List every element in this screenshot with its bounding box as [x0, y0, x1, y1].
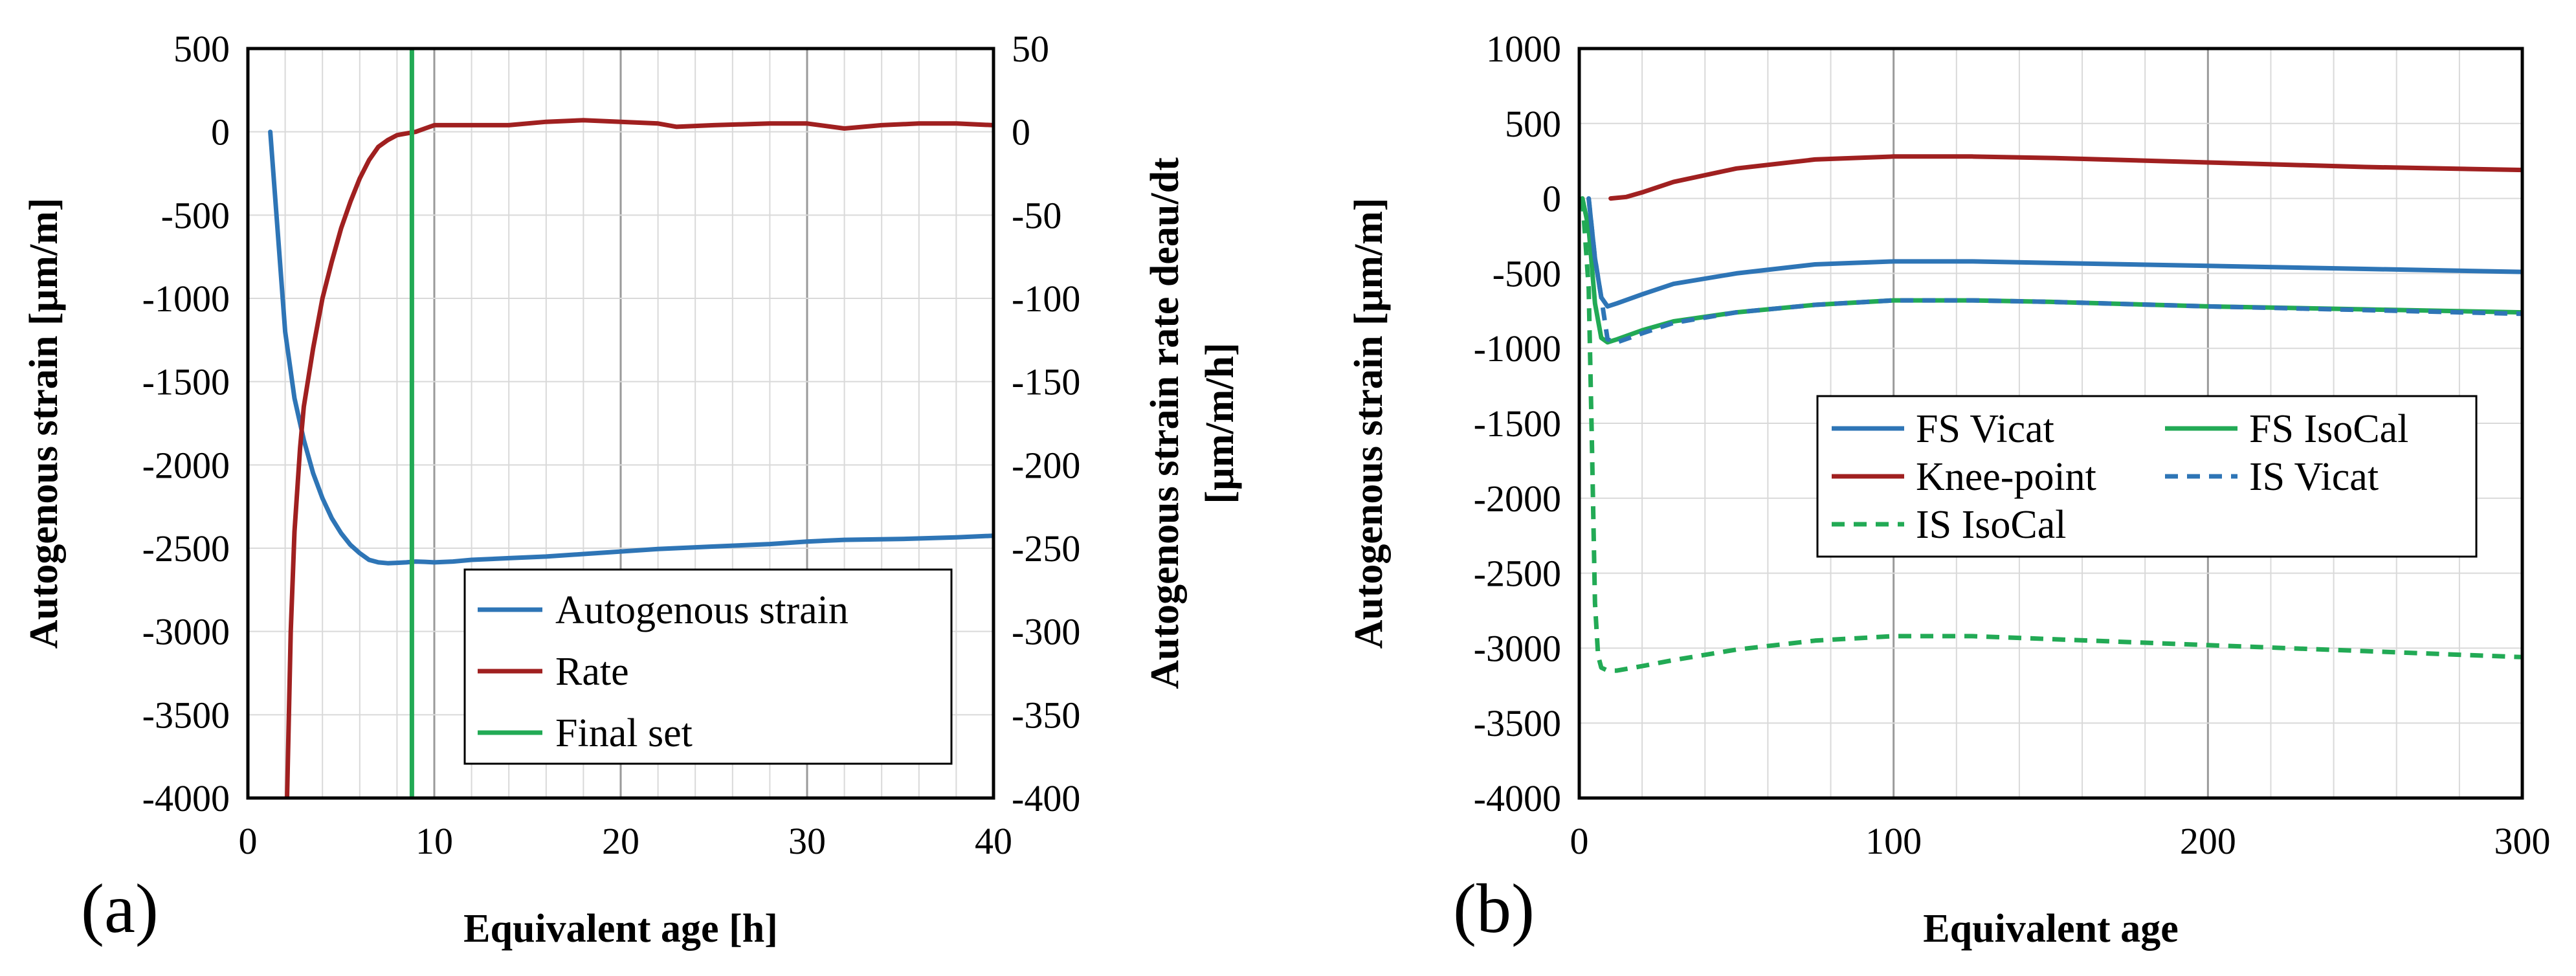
panel-b-legend-entry: FS Vicat — [1916, 407, 2054, 451]
panel-b-y-axis-title: Autogenous strain [µm/m] — [1347, 197, 1391, 649]
panel-a-legend-entry: Rate — [555, 650, 629, 694]
panel-b-left-tick-label: -2000 — [1474, 478, 1561, 520]
panel-a-left-tick-label: -3500 — [142, 694, 230, 736]
panel-a-legend-entry: Final set — [555, 711, 693, 755]
panel-a-y2-axis-unit: [µm/m/h] — [1198, 342, 1242, 504]
panel-b-left-tick-label: -3500 — [1474, 702, 1561, 744]
panel-a-left-tick-label: -1000 — [142, 278, 230, 320]
panel-b-series-is-vicat — [1586, 198, 2522, 345]
panel-a-legend-entry: Autogenous strain — [555, 588, 849, 632]
panel-b-legend-box — [1816, 395, 2478, 558]
panel-b-left-tick-label: 0 — [1542, 178, 1561, 220]
panel-a-left-tick-label: -3000 — [142, 611, 230, 653]
panel-b-left-tick-label: -500 — [1493, 252, 1561, 294]
panel-b-tick-labels: 0 100 200 300 1000 500 0 -500 -1000 -1500 -2000 -25… — [1474, 28, 2551, 862]
panel-a-right-tick-label: 50 — [1012, 28, 1049, 70]
panel-b-left-tick-label: -1500 — [1474, 403, 1561, 445]
panel-a-tick-labels: 0 10 20 30 405000-500-1000-1500-2000-2500-30… — [142, 28, 1081, 862]
panel-b-legend-entry: IS Vicat — [2249, 455, 2379, 499]
panel-b-left-tick-label: 1000 — [1486, 28, 1561, 70]
panel-a-y2-axis-title: Autogenous strain rate deau/dt — [1143, 157, 1187, 689]
panel-a-legend: Autogenous strain Rate Final set — [463, 568, 953, 765]
panel-b-frame — [1577, 47, 2524, 800]
panel-b-left-tick-label: -1000 — [1474, 327, 1561, 370]
panel-a-right-tick-label: -50 — [1012, 194, 1061, 236]
panel-b-series-knee-point — [1608, 154, 2522, 201]
panel-a-bottom-tick-label: 10 — [416, 820, 453, 862]
panel-a-bottom-tick-label: 20 — [602, 820, 639, 862]
panel-b-label: (b) — [1453, 871, 1535, 948]
panel-a-left-tick-label: -2000 — [142, 444, 230, 486]
panel-a-right-tick-label: -150 — [1012, 361, 1080, 403]
panel-b-legend-entry: IS IsoCal — [1916, 503, 2067, 547]
panel-a-bottom-tick-label: 0 — [239, 820, 258, 862]
panel-b-series — [1580, 154, 2522, 673]
panel-b-legend-entry: Knee-point — [1916, 455, 2096, 499]
panel-a-bottom-tick-label: 30 — [788, 820, 826, 862]
panel-a-right-tick-label: -200 — [1012, 444, 1080, 486]
panel-a-right-tick-label: 0 — [1012, 111, 1030, 153]
panel-a-right-tick-label: -300 — [1012, 611, 1080, 653]
panel-b-x-axis-title: Equivalent age — [1923, 907, 2178, 951]
panel-a-left-tick-label: 0 — [211, 111, 230, 153]
panel-a-series-rate — [285, 118, 994, 798]
panel-a-frame — [246, 47, 995, 800]
panel-b-series-fs-vicat — [1586, 196, 2522, 309]
panel-a-bottom-tick-label: 40 — [975, 820, 1012, 862]
panel-a-left-tick-label: -1500 — [142, 361, 230, 403]
panel-a-right-tick-label: -350 — [1012, 694, 1080, 736]
panel-a-right-tick-label: -250 — [1012, 527, 1080, 570]
panel-a-legend-box — [463, 568, 953, 765]
panel-b-left-tick-label: -2500 — [1474, 553, 1561, 595]
panel-a-right-tick-label: -400 — [1012, 777, 1080, 819]
panel-b-left-tick-label: -3000 — [1474, 627, 1561, 669]
panel-a-left-tick-label: 500 — [173, 28, 230, 70]
panel-b-left-tick-label: 500 — [1505, 103, 1561, 145]
panel-a-left-tick-label: -500 — [161, 194, 230, 236]
panel-a-left-tick-label: -4000 — [142, 777, 230, 819]
panel-a-right-tick-label: -100 — [1012, 278, 1080, 320]
panel-b: 0 100 200 300 1000 500 0 -500 -1000 -1500 -2000 -25… — [1347, 28, 2551, 951]
panel-a-series-autogenous-strain — [268, 129, 994, 566]
panel-b-left-tick-label: -4000 — [1474, 777, 1561, 819]
panel-a-x-axis-title: Equivalent age [h] — [463, 907, 778, 951]
panel-a-left-tick-label: -2500 — [142, 527, 230, 570]
panel-a-series — [268, 49, 994, 798]
panel-b-legend-entry: FS IsoCal — [2249, 407, 2408, 451]
panel-b-bottom-tick-label: 100 — [1865, 820, 1922, 862]
panel-a: 0 10 20 30 405000-500-1000-1500-2000-2500-30… — [22, 28, 1242, 951]
panel-b-bottom-tick-label: 300 — [2494, 820, 2551, 862]
panel-b-bottom-tick-label: 200 — [2180, 820, 2236, 862]
panel-b-legend: FS Vicat FS IsoCal Knee-point IS Vicat IS Is… — [1816, 395, 2478, 558]
panel-b-bottom-tick-label: 0 — [1570, 820, 1589, 862]
panel-b-series-is-isocal — [1580, 198, 2522, 673]
panel-a-label: (a) — [81, 871, 159, 948]
panel-a-y-axis-title: Autogenous strain [µm/m] — [22, 197, 66, 649]
